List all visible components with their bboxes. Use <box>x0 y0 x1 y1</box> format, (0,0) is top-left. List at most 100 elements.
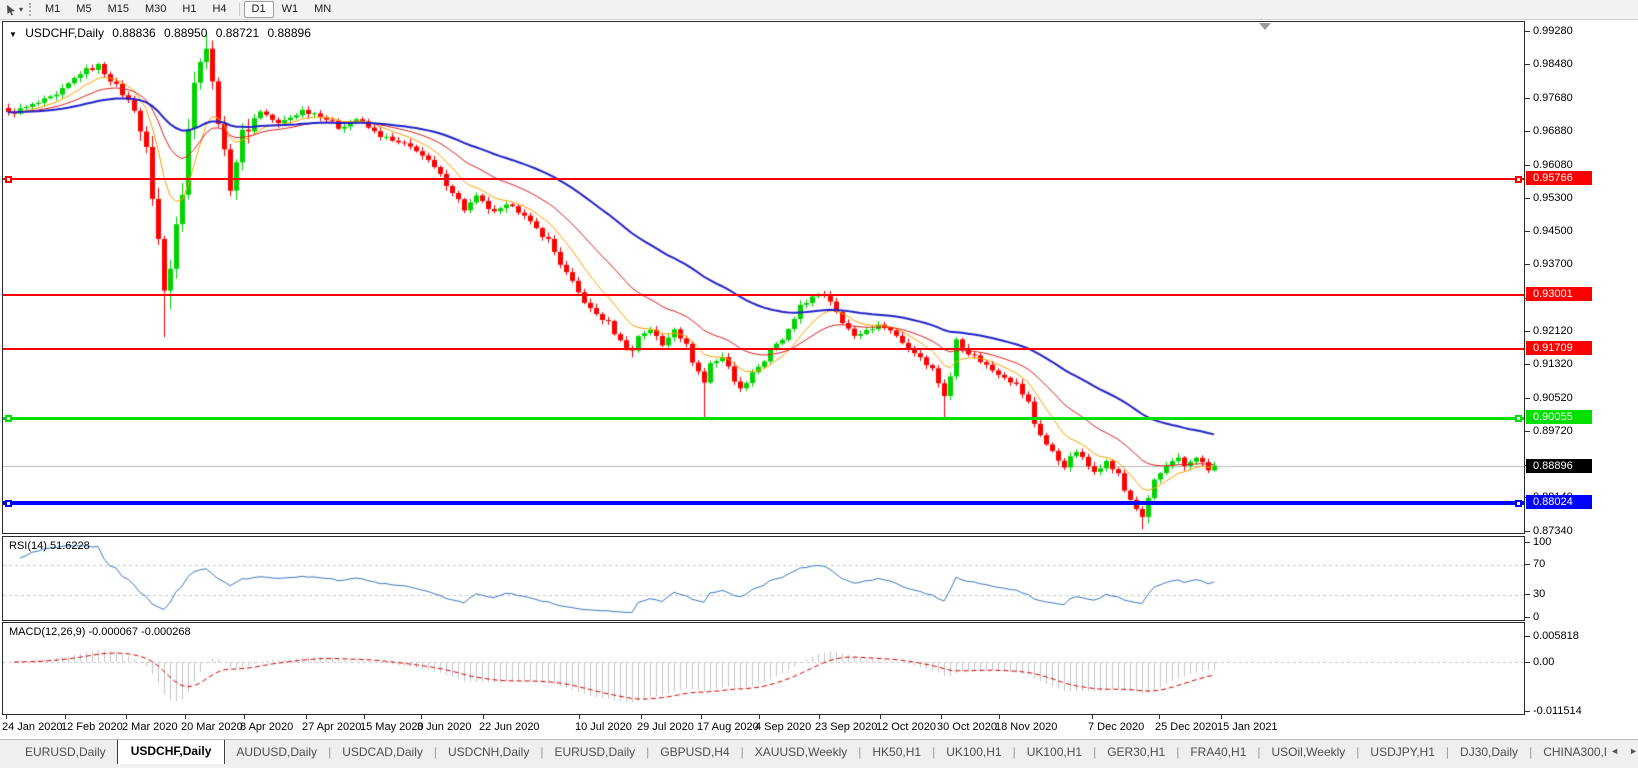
macd-pane: MACD(12,26,9) -0.000067 -0.000268 <box>2 622 1525 715</box>
hline-0.91709[interactable] <box>3 348 1524 350</box>
timeframe-button-W1[interactable]: W1 <box>281 3 299 15</box>
price-axis: 0.99280 0.98480 0.97680 0.96880 0.96080 0.953… <box>1525 0 1638 738</box>
tab-GBPUSD-H4[interactable]: GBPUSD,H4 <box>660 745 730 759</box>
timeframe-button-M15[interactable]: M15 <box>107 3 129 15</box>
price-axis-tick <box>1525 198 1530 199</box>
chart-title: ▼ USDCHF,Daily 0.88836 0.88950 0.88721 0… <box>9 26 316 40</box>
timeframe-button-D1[interactable]: D1 <box>243 1 274 18</box>
date-axis-label: 22 Jun 2020 <box>479 721 540 733</box>
rsi-pane: RSI(14) 51.6228 <box>2 536 1525 621</box>
chart-shift-marker[interactable] <box>1259 23 1271 30</box>
hline-0.88024[interactable] <box>3 501 1524 505</box>
date-axis-tick <box>6 715 7 719</box>
date-axis-label: 15 Jan 2021 <box>1217 721 1278 733</box>
tab-FRA40-H1[interactable]: FRA40,H1 <box>1190 745 1247 759</box>
chart-symbol: USDCHF,Daily <box>25 26 104 40</box>
tab-DJ30-Daily[interactable]: DJ30,Daily <box>1460 745 1519 759</box>
tabs-scroll-right-icon[interactable]: ► <box>1629 746 1638 756</box>
tab-separator: | <box>858 745 862 759</box>
hline-handle-0.95766[interactable] <box>1515 176 1522 183</box>
date-axis-tick <box>185 715 186 719</box>
chart-tab-bar: EURUSD,Daily USDCHF,Daily AUDUSD,Daily | USD… <box>0 739 1638 768</box>
rsi-axis-tick <box>1525 594 1530 595</box>
date-axis-label: 7 Dec 2020 <box>1088 721 1145 733</box>
cursor-tool-icon[interactable] <box>3 3 19 17</box>
hline-price-badge-0.95766: 0.95766 <box>1526 171 1592 185</box>
price-axis-tick <box>1525 64 1530 65</box>
rsi-axis-label: 100 <box>1533 536 1552 548</box>
macd-axis-label: 0.00 <box>1533 656 1555 668</box>
date-axis-tick <box>1159 715 1160 719</box>
price-axis-tick <box>1525 165 1530 166</box>
timeframe-button-M5[interactable]: M5 <box>76 3 92 15</box>
hline-handle-0.88024[interactable] <box>1515 500 1522 507</box>
tab-EURUSD-Daily[interactable]: EURUSD,Daily <box>554 745 636 759</box>
date-axis-label: 20 Mar 2020 <box>181 721 243 733</box>
macd-axis-label: 0.005818 <box>1533 630 1579 642</box>
hline-0.93001[interactable] <box>3 294 1524 296</box>
tab-USDCHF-Daily[interactable]: USDCHF,Daily <box>116 740 226 764</box>
tab-USOil-Weekly[interactable]: USOil,Weekly <box>1271 745 1346 759</box>
price-axis-label: 0.94500 <box>1533 225 1573 237</box>
tab-HK50-H1[interactable]: HK50,H1 <box>872 745 922 759</box>
timeframe-button-MN[interactable]: MN <box>314 3 332 15</box>
rsi-axis-label: 30 <box>1533 588 1546 600</box>
ohlc-close: 0.88896 <box>267 26 311 40</box>
dropdown-caret-icon[interactable]: ▾ <box>19 5 24 14</box>
price-chart-canvas[interactable] <box>3 22 1524 533</box>
hline-0.90055[interactable] <box>3 417 1524 420</box>
tab-XAUUSD-Weekly[interactable]: XAUUSD,Weekly <box>754 745 848 759</box>
hline-handle-0.90055[interactable] <box>5 415 12 422</box>
tab-USDJPY-H1[interactable]: USDJPY,H1 <box>1370 745 1435 759</box>
tab-EURUSD-Daily[interactable]: EURUSD,Daily <box>25 745 106 759</box>
timeframe-button-H1[interactable]: H1 <box>182 3 197 15</box>
date-axis-label: 10 Jul 2020 <box>575 721 632 733</box>
date-axis-tick <box>819 715 820 719</box>
toolbar-grip[interactable] <box>29 3 32 16</box>
date-axis-label: 17 Aug 2020 <box>697 721 759 733</box>
date-axis-tick <box>65 715 66 719</box>
tab-UK100-H1[interactable]: UK100,H1 <box>946 745 1002 759</box>
hline-handle-0.95766[interactable] <box>5 176 12 183</box>
collapse-arrow-icon[interactable]: ▼ <box>9 30 17 39</box>
date-axis-label: 2 Mar 2020 <box>122 721 178 733</box>
price-axis-label: 0.89720 <box>1533 425 1573 437</box>
timeframe-button-M1[interactable]: M1 <box>45 3 61 15</box>
price-axis-label: 0.87340 <box>1533 525 1573 537</box>
tab-separator: | <box>740 745 744 759</box>
price-axis-tick <box>1525 398 1530 399</box>
macd-canvas[interactable] <box>3 623 1524 714</box>
hline-handle-0.90055[interactable] <box>1515 415 1522 422</box>
hline-handle-0.88024[interactable] <box>5 500 12 507</box>
rsi-axis-label: 0 <box>1533 611 1540 623</box>
price-axis-label: 0.96080 <box>1533 159 1573 171</box>
timeframe-button-M30[interactable]: M30 <box>144 3 167 15</box>
tab-AUDUSD-Daily[interactable]: AUDUSD,Daily <box>236 745 318 759</box>
hline-price-badge-0.88024: 0.88024 <box>1526 495 1592 509</box>
date-axis: 24 Jan 2020 12 Feb 2020 2 Mar 2020 20 Mar 2… <box>0 715 1525 738</box>
price-axis-tick <box>1525 331 1530 332</box>
date-axis-tick <box>641 715 642 719</box>
tab-CHINA300-H1[interactable]: CHINA300,H1 <box>1543 745 1606 759</box>
date-axis-label: 8 Apr 2020 <box>240 721 294 733</box>
rsi-axis-label: 70 <box>1533 558 1546 570</box>
price-axis-tick <box>1525 131 1530 132</box>
price-axis-tick <box>1525 31 1530 32</box>
tab-separator: | <box>646 745 650 759</box>
tabs-scroll-left-icon[interactable]: ◄ <box>1610 746 1620 756</box>
date-axis-label: 4 Sep 2020 <box>755 721 812 733</box>
price-axis-label: 0.93700 <box>1533 258 1573 270</box>
tab-UK100-H1[interactable]: UK100,H1 <box>1026 745 1083 759</box>
price-axis-tick <box>1525 231 1530 232</box>
tab-USDCAD-Daily[interactable]: USDCAD,Daily <box>342 745 423 759</box>
rsi-axis-tick <box>1525 564 1530 565</box>
rsi-canvas[interactable] <box>3 537 1524 620</box>
date-axis-label: 27 Apr 2020 <box>302 721 362 733</box>
timeframe-toolbar: M1 M5 M15 M30 H1 H4 D1 W1 MN <box>37 1 339 18</box>
tab-separator: | <box>1257 745 1261 759</box>
timeframe-button-H4[interactable]: H4 <box>212 3 227 15</box>
tab-GER30-H1[interactable]: GER30,H1 <box>1107 745 1166 759</box>
tab-separator: | <box>433 745 437 759</box>
hline-0.95766[interactable] <box>3 178 1524 180</box>
tab-USDCNH-Daily[interactable]: USDCNH,Daily <box>448 745 530 759</box>
